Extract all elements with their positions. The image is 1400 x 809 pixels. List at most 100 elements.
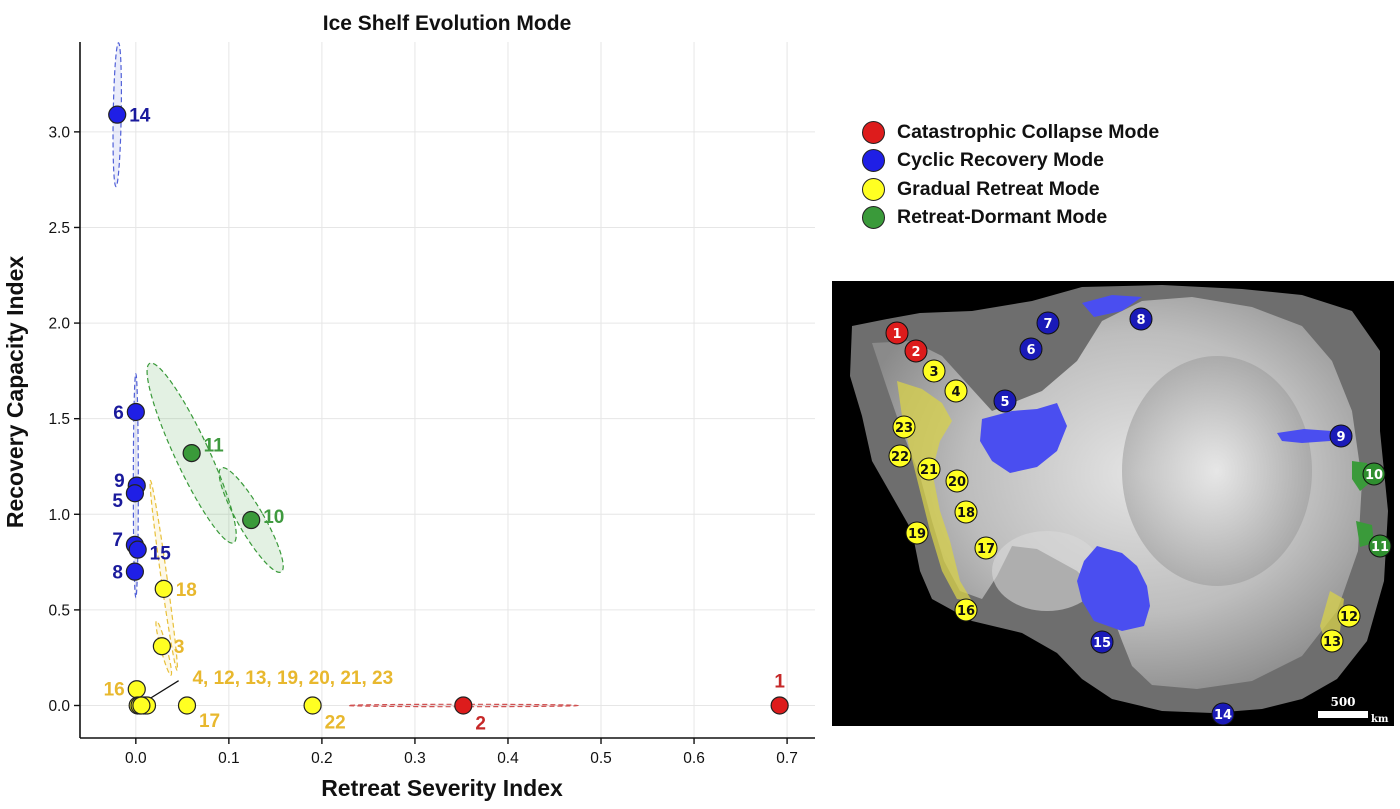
map-marker-circle: [954, 500, 978, 524]
x-tick-label: 0.0: [125, 750, 147, 767]
map-marker-label: 18: [957, 506, 975, 521]
y-tick-label: 2.0: [48, 316, 70, 333]
map-marker-label: 12: [1340, 610, 1358, 625]
map-marker-circle: [1090, 630, 1114, 654]
map-marker-circle: [1211, 702, 1235, 726]
chart-title: Ice Shelf Evolution Mode: [323, 12, 572, 35]
map-marker-16: 16: [954, 598, 978, 622]
y-tick-label: 0.5: [48, 602, 70, 619]
map-marker-1: 1: [885, 321, 909, 345]
x-ticks: 0.0 0.1 0.2 0.3 0.4 0.5 0.6 0.7: [125, 738, 798, 767]
map-marker-21: 21: [917, 457, 941, 481]
map-marker-2: 2: [904, 339, 928, 363]
y-tick-label: 2.5: [48, 220, 70, 237]
data-point-10: [242, 510, 261, 530]
legend-item-gradual: Gradual Retreat Mode: [862, 175, 1159, 204]
point-label: 4, 12, 13, 19, 20, 21, 23: [192, 668, 393, 689]
legend: Catastrophic Collapse Mode Cyclic Recove…: [862, 118, 1159, 232]
map-marker-23: 23: [892, 415, 916, 439]
scale-bar-unit: km: [1371, 714, 1389, 725]
map-marker-label: 11: [1371, 540, 1389, 555]
point-label: 18: [176, 580, 197, 601]
legend-swatch-green: [862, 206, 885, 230]
x-tick-label: 0.3: [404, 750, 426, 767]
legend-item-catastrophic: Catastrophic Collapse Mode: [862, 118, 1159, 147]
map-marker-22: 22: [888, 444, 912, 468]
ice-shelf-peninsula-yellow: [897, 381, 972, 601]
point-label: 7: [112, 530, 123, 551]
map-marker-label: 23: [895, 421, 913, 436]
map-marker-13: 13: [1320, 629, 1344, 653]
map-marker-10: 10: [1362, 462, 1386, 486]
map-marker-circle: [993, 389, 1017, 413]
x-tick-label: 0.2: [311, 750, 333, 767]
point-label: 2: [475, 714, 486, 735]
map-marker-label: 14: [1214, 708, 1232, 723]
y-tick-label: 1.0: [48, 507, 70, 524]
map-marker-label: 4: [951, 385, 960, 400]
x-tick-label: 0.5: [590, 750, 612, 767]
y-tick-label: 3.0: [48, 124, 70, 141]
data-point-11: [182, 443, 201, 463]
y-tick-label: 1.5: [48, 411, 70, 428]
map-marker-label: 3: [929, 365, 938, 380]
map-marker-label: 19: [908, 527, 926, 542]
point-label: 9: [114, 471, 125, 492]
map-marker-20: 20: [945, 469, 969, 493]
map-marker-circle: [954, 598, 978, 622]
map-marker-circle: [1337, 604, 1361, 628]
map-marker-circle: [1320, 629, 1344, 653]
map-marker-7: 7: [1036, 311, 1060, 335]
x-tick-label: 0.4: [497, 750, 519, 767]
confidence-ellipse-yellow: [149, 479, 179, 672]
data-point-16: [127, 680, 146, 699]
data-point-14: [108, 105, 127, 124]
legend-swatch-red: [862, 120, 885, 144]
y-tick-label: 0.0: [48, 698, 70, 715]
map-marker-circle: [905, 521, 929, 545]
map-marker-label: 6: [1026, 343, 1035, 358]
map-marker-14: 14: [1211, 702, 1235, 726]
map-marker-19: 19: [905, 521, 929, 545]
map-marker-label: 2: [911, 345, 920, 360]
data-point-1: [770, 696, 789, 715]
map-marker-label: 5: [1000, 395, 1009, 410]
point-label: 5: [112, 491, 123, 512]
ice-shelf-ross: [1077, 546, 1150, 631]
ice-shelf-fimbul: [1082, 295, 1142, 317]
data-point-5: [125, 484, 144, 503]
map-marker-label: 9: [1336, 430, 1345, 445]
y-ticks: 0.0 0.5 1.0 1.5 2.0 2.5 3.0: [48, 124, 80, 715]
x-tick-label: 0.7: [776, 750, 798, 767]
map-marker-8: 8: [1129, 307, 1153, 331]
map-marker-4: 4: [944, 379, 968, 403]
map-marker-circle: [892, 415, 916, 439]
map-marker-circle: [945, 469, 969, 493]
map-marker-15: 15: [1090, 630, 1114, 654]
point-label: 8: [112, 563, 123, 584]
map-marker-circle: [944, 379, 968, 403]
data-point-8: [125, 562, 144, 581]
y-axis-label: Recovery Capacity Index: [2, 256, 28, 529]
map-marker-6: 6: [1019, 337, 1043, 361]
map-marker-label: 22: [891, 450, 909, 465]
west-antarctica-ridge: [992, 531, 1102, 611]
legend-item-cyclic: Cyclic Recovery Mode: [862, 147, 1159, 176]
point-label: 14: [129, 106, 151, 127]
map-marker-11: 11: [1368, 534, 1392, 558]
point-label: 3: [174, 637, 185, 658]
ice-shelf-amery: [1277, 429, 1332, 443]
map-marker-12: 12: [1337, 604, 1361, 628]
x-tick-label: 0.1: [218, 750, 240, 767]
map-marker-label: 8: [1136, 313, 1145, 328]
map-marker-circle: [1362, 462, 1386, 486]
data-point-23: [132, 696, 151, 715]
point-label: 16: [104, 679, 125, 700]
axes: [79, 42, 815, 739]
map-marker-label: 17: [977, 542, 995, 557]
map-marker-label: 16: [957, 604, 975, 619]
point-labels: 14 6 95 7 15 8 11 10 18 3 16 4, 12, 13, 19, 20, 21,…: [104, 106, 786, 735]
scale-bar: 500 km: [1318, 695, 1389, 725]
map-marker-label: 1: [892, 327, 901, 342]
map-marker-circle: [888, 444, 912, 468]
